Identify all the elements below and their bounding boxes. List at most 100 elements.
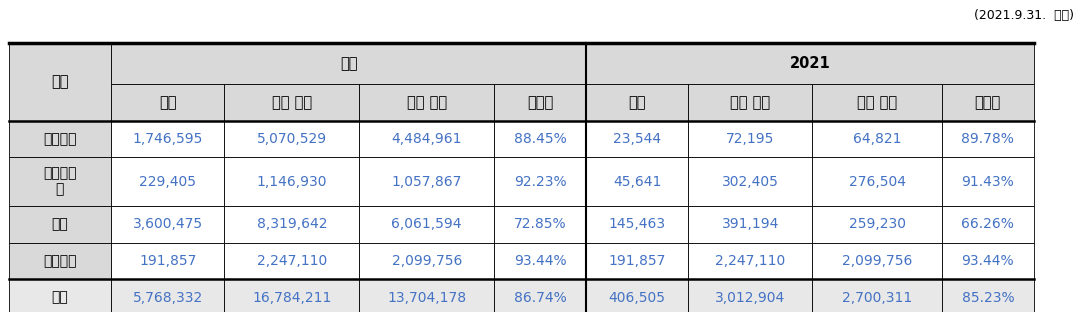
Bar <box>942 242 1034 279</box>
Bar <box>688 206 812 242</box>
Text: 식별 건수: 식별 건수 <box>407 95 447 110</box>
Text: 16,784,211: 16,784,211 <box>252 291 331 305</box>
Text: 45,641: 45,641 <box>613 174 661 188</box>
Bar <box>9 279 111 312</box>
Text: 5,070,529: 5,070,529 <box>257 132 327 146</box>
Bar <box>9 43 111 120</box>
Bar <box>111 84 224 120</box>
Text: 86.74%: 86.74% <box>514 291 566 305</box>
Bar <box>586 279 688 312</box>
Bar <box>688 84 812 120</box>
Text: 64,821: 64,821 <box>853 132 901 146</box>
Text: 406,505: 406,505 <box>609 291 666 305</box>
Bar <box>224 157 359 206</box>
Bar <box>494 242 586 279</box>
Bar <box>688 120 812 157</box>
Text: 국내논문: 국내논문 <box>43 132 77 146</box>
Text: 13,704,178: 13,704,178 <box>387 291 466 305</box>
Bar <box>812 157 942 206</box>
Text: 145,463: 145,463 <box>609 217 666 231</box>
Text: 191,857: 191,857 <box>609 254 666 268</box>
Bar <box>111 43 586 84</box>
Text: 229,405: 229,405 <box>139 174 196 188</box>
Text: 2,099,756: 2,099,756 <box>842 254 913 268</box>
Bar <box>494 84 586 120</box>
Text: 5,768,332: 5,768,332 <box>133 291 203 305</box>
Text: 72,195: 72,195 <box>726 132 775 146</box>
Bar <box>586 84 688 120</box>
Text: 2,247,110: 2,247,110 <box>257 254 327 268</box>
Bar <box>586 43 1034 84</box>
Text: 식별 대상: 식별 대상 <box>730 95 770 110</box>
Text: 1,146,930: 1,146,930 <box>257 174 327 188</box>
Bar <box>9 157 111 206</box>
Bar <box>494 206 586 242</box>
Text: 23,544: 23,544 <box>613 132 661 146</box>
Text: 276,504: 276,504 <box>849 174 905 188</box>
Bar <box>586 157 688 206</box>
Bar <box>111 157 224 206</box>
Bar <box>812 242 942 279</box>
Bar <box>812 84 942 120</box>
Text: (2021.9.31.  기준): (2021.9.31. 기준) <box>973 9 1074 22</box>
Text: 2,700,311: 2,700,311 <box>842 291 913 305</box>
Text: 91.43%: 91.43% <box>961 174 1014 188</box>
Bar <box>494 157 586 206</box>
Text: 식별률: 식별률 <box>527 95 554 110</box>
Text: 93.44%: 93.44% <box>961 254 1014 268</box>
Bar <box>812 279 942 312</box>
Text: 4,484,961: 4,484,961 <box>392 132 462 146</box>
Bar <box>812 206 942 242</box>
Bar <box>224 279 359 312</box>
Bar <box>359 242 494 279</box>
Text: 391,194: 391,194 <box>722 217 779 231</box>
Text: 89.78%: 89.78% <box>961 132 1014 146</box>
Text: 72.85%: 72.85% <box>514 217 566 231</box>
Text: 합계: 합계 <box>52 291 68 305</box>
Text: 식별 건수: 식별 건수 <box>857 95 898 110</box>
Bar <box>9 206 111 242</box>
Bar <box>812 120 942 157</box>
Text: 해외논문: 해외논문 <box>43 254 77 268</box>
Bar <box>494 120 586 157</box>
Bar <box>359 206 494 242</box>
Bar <box>359 84 494 120</box>
Bar <box>9 242 111 279</box>
Bar <box>224 206 359 242</box>
Bar <box>224 120 359 157</box>
Bar <box>359 120 494 157</box>
Text: 2,099,756: 2,099,756 <box>392 254 462 268</box>
Bar <box>359 279 494 312</box>
Bar <box>111 242 224 279</box>
Bar <box>586 242 688 279</box>
Bar <box>111 206 224 242</box>
Text: 연구보고
서: 연구보고 서 <box>43 166 77 197</box>
Text: 259,230: 259,230 <box>849 217 905 231</box>
Bar <box>942 120 1034 157</box>
Bar <box>942 206 1034 242</box>
Text: 식별률: 식별률 <box>974 95 1001 110</box>
Text: 8,319,642: 8,319,642 <box>257 217 327 231</box>
Text: 전체: 전체 <box>340 56 357 71</box>
Text: 66.26%: 66.26% <box>961 217 1014 231</box>
Text: 3,012,904: 3,012,904 <box>715 291 786 305</box>
Bar <box>586 120 688 157</box>
Text: 문서: 문서 <box>159 95 177 110</box>
Bar <box>9 120 111 157</box>
Bar <box>494 279 586 312</box>
Text: 302,405: 302,405 <box>722 174 779 188</box>
Bar <box>942 84 1034 120</box>
Bar <box>688 157 812 206</box>
Text: 1,057,867: 1,057,867 <box>392 174 462 188</box>
Text: 특허: 특허 <box>52 217 68 231</box>
Bar <box>586 206 688 242</box>
Text: 2,247,110: 2,247,110 <box>715 254 786 268</box>
Text: 6,061,594: 6,061,594 <box>392 217 462 231</box>
Text: 93.44%: 93.44% <box>514 254 566 268</box>
Text: 191,857: 191,857 <box>139 254 196 268</box>
Text: 2021: 2021 <box>790 56 830 71</box>
Bar <box>942 279 1034 312</box>
Text: 1,746,595: 1,746,595 <box>133 132 203 146</box>
Bar <box>224 84 359 120</box>
Bar <box>111 279 224 312</box>
